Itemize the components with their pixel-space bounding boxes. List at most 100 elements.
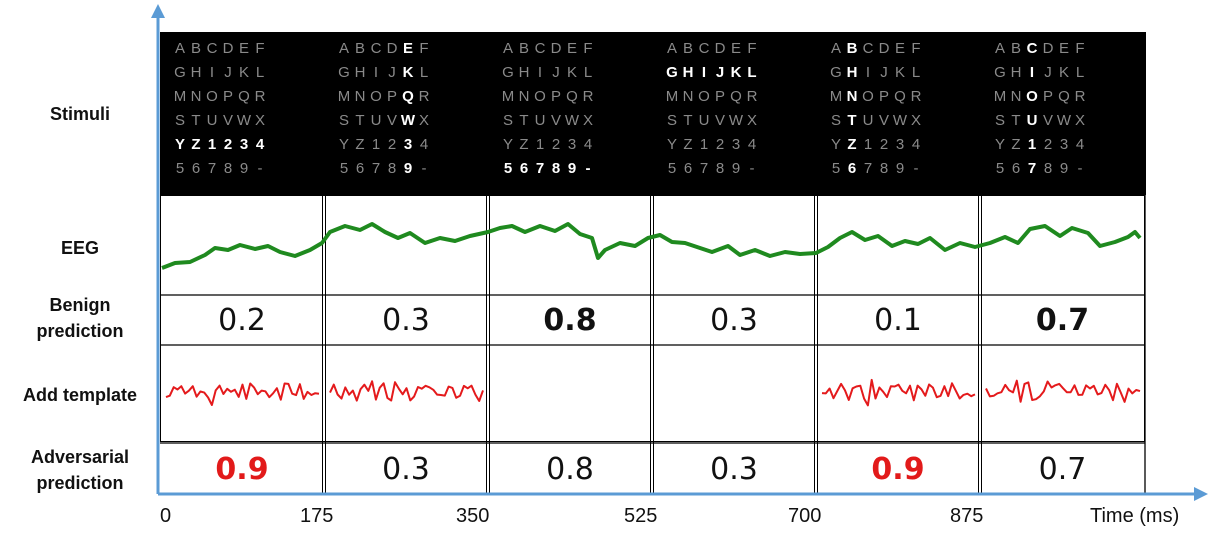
speller-char: X <box>254 112 265 129</box>
speller-char: O <box>534 88 546 105</box>
speller-char-highlighted: W <box>400 112 416 129</box>
speller-char: K <box>238 64 249 81</box>
speller-char: O <box>862 88 874 105</box>
speller-char: R <box>910 88 922 105</box>
speller-char-highlighted: 2 <box>223 136 233 153</box>
y-axis-arrowhead <box>151 4 165 18</box>
speller-char-highlighted: H <box>846 64 858 81</box>
template-trace <box>329 380 484 402</box>
time-tick-label: 525 <box>624 505 658 527</box>
adversarial-prediction-value: 0.9 <box>215 452 269 487</box>
speller-char: 4 <box>747 136 757 153</box>
speller-char: Y <box>502 136 513 153</box>
speller-char: H <box>354 64 366 81</box>
speller-char: Z <box>519 136 529 153</box>
speller-char: X <box>582 112 593 129</box>
speller-char-highlighted: I <box>701 64 707 81</box>
speller-char: L <box>911 64 921 81</box>
speller-char: N <box>682 88 694 105</box>
speller-char: L <box>1075 64 1085 81</box>
speller-char: P <box>386 88 397 105</box>
speller-char: 6 <box>683 160 693 177</box>
speller-char: C <box>206 40 218 57</box>
speller-char: 2 <box>551 136 561 153</box>
speller-char-highlighted: K <box>402 64 414 81</box>
speller-char: K <box>894 64 905 81</box>
speller-char: W <box>728 112 744 129</box>
speller-char: D <box>1042 40 1054 57</box>
speller-char: W <box>1056 112 1072 129</box>
speller-char: E <box>1058 40 1069 57</box>
benign-prediction-value: 0.8 <box>543 303 597 338</box>
speller-char: 2 <box>387 136 397 153</box>
speller-char: 7 <box>207 160 217 177</box>
speller-char-highlighted: Z <box>847 136 857 153</box>
speller-char: O <box>370 88 382 105</box>
speller-char: D <box>386 40 398 57</box>
speller-char: 2 <box>715 136 725 153</box>
speller-char: U <box>206 112 218 129</box>
speller-char: B <box>190 40 201 57</box>
speller-char: B <box>682 40 693 57</box>
row-label-stimuli: Stimuli <box>49 104 110 124</box>
speller-char: G <box>502 64 514 81</box>
speller-char: F <box>255 40 265 57</box>
speller-char-highlighted: T <box>847 112 857 129</box>
speller-char: 5 <box>175 160 185 177</box>
time-tick-label: 175 <box>300 505 334 527</box>
speller-char-highlighted: U <box>1026 112 1038 129</box>
speller-char-highlighted: 8 <box>551 160 561 177</box>
row-label-eeg: EEG <box>60 238 99 258</box>
benign-prediction-value: 0.2 <box>218 303 266 338</box>
speller-char: Q <box>1058 88 1070 105</box>
speller-char: Q <box>238 88 250 105</box>
benign-prediction-value: 0.3 <box>382 303 430 338</box>
time-axis-arrowhead <box>1194 487 1208 501</box>
speller-char-highlighted: 7 <box>535 160 545 177</box>
speller-char-highlighted: 1 <box>1027 136 1037 153</box>
speller-char: S <box>994 112 1005 129</box>
speller-char: R <box>254 88 266 105</box>
speller-char: A <box>502 40 513 57</box>
speller-char: A <box>666 40 677 57</box>
speller-char: Q <box>566 88 578 105</box>
speller-char-highlighted: 3 <box>239 136 249 153</box>
speller-char: B <box>1010 40 1021 57</box>
speller-char: Y <box>830 136 841 153</box>
speller-char: S <box>338 112 349 129</box>
speller-char: W <box>564 112 580 129</box>
speller-char: N <box>354 88 366 105</box>
speller-char: X <box>1074 112 1085 129</box>
speller-char: T <box>191 112 201 129</box>
speller-char: M <box>501 88 515 105</box>
speller-char: V <box>878 112 889 129</box>
speller-char: V <box>550 112 561 129</box>
speller-char-highlighted: 6 <box>847 160 857 177</box>
speller-char: E <box>730 40 741 57</box>
speller-char-highlighted: G <box>666 64 678 81</box>
row-label-add-template: Add template <box>22 385 137 405</box>
speller-char: U <box>534 112 546 129</box>
speller-char: Y <box>994 136 1005 153</box>
speller-char: M <box>829 88 843 105</box>
adversarial-prediction-value: 0.3 <box>710 452 758 487</box>
speller-char: F <box>1075 40 1085 57</box>
speller-char: 5 <box>995 160 1005 177</box>
speller-char: B <box>354 40 365 57</box>
speller-char-highlighted: J <box>715 64 725 81</box>
speller-char: N <box>518 88 530 105</box>
